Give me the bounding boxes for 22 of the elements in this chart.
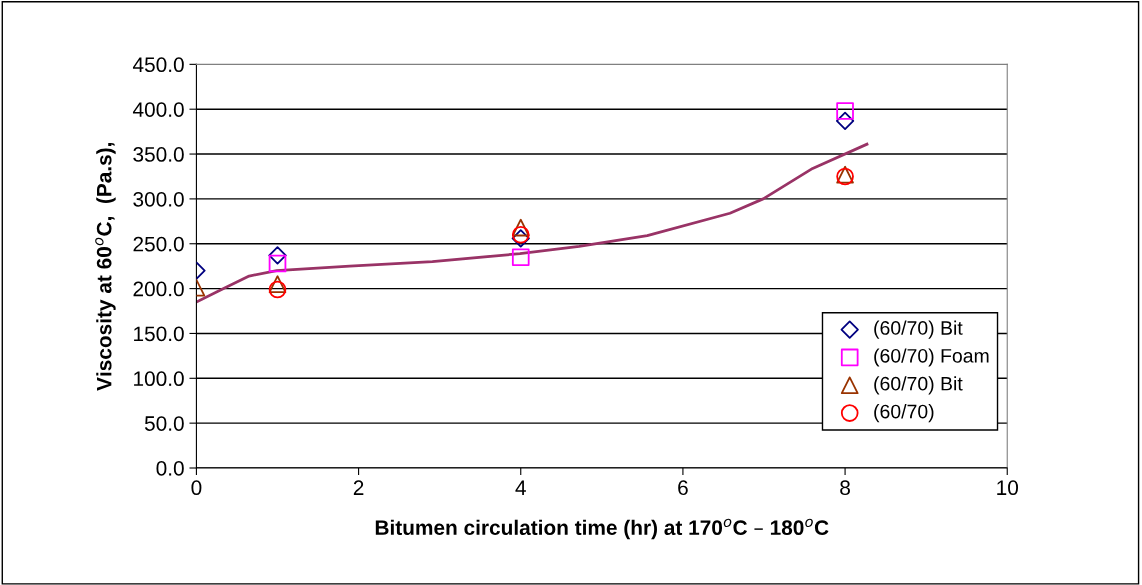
x-tick-label: 2 (353, 480, 364, 495)
y-tick-label: 100.0 (134, 371, 184, 387)
x-axis-title: Bitumen circulation time (hr) at 170$^{o}$C – 180$^{o}$C (375, 518, 829, 540)
y-tick-label: 200.0 (133, 281, 184, 297)
legend-label: (60/70) Bit (874, 376, 963, 395)
legend-label: (60/70) (874, 404, 934, 423)
y-tick-label: 350.0 (133, 147, 184, 162)
y-tick-label: 150.0 (134, 326, 184, 342)
y-tick-label: 50.0 (144, 416, 184, 431)
y-tick-label: 250.0 (133, 236, 184, 252)
x-tick-label: 10 (997, 480, 1019, 496)
legend-label: (60/70) Foam (874, 348, 989, 367)
y-tick-label: 450.0 (132, 57, 184, 73)
y-tick-label: 0.0 (156, 461, 184, 476)
x-tick-label: 4 (515, 480, 526, 495)
x-tick-label: 0 (191, 480, 202, 496)
legend-label: (60/70) Bit (874, 320, 963, 339)
y-tick-label: 300.0 (133, 191, 184, 207)
y-tick-label: 400.0 (132, 102, 184, 117)
x-tick-label: 8 (840, 480, 850, 496)
y-axis-title: Viscosity at 60$^{o}$C, (Pa.s), (95, 142, 116, 391)
x-tick-label: 6 (678, 480, 688, 496)
